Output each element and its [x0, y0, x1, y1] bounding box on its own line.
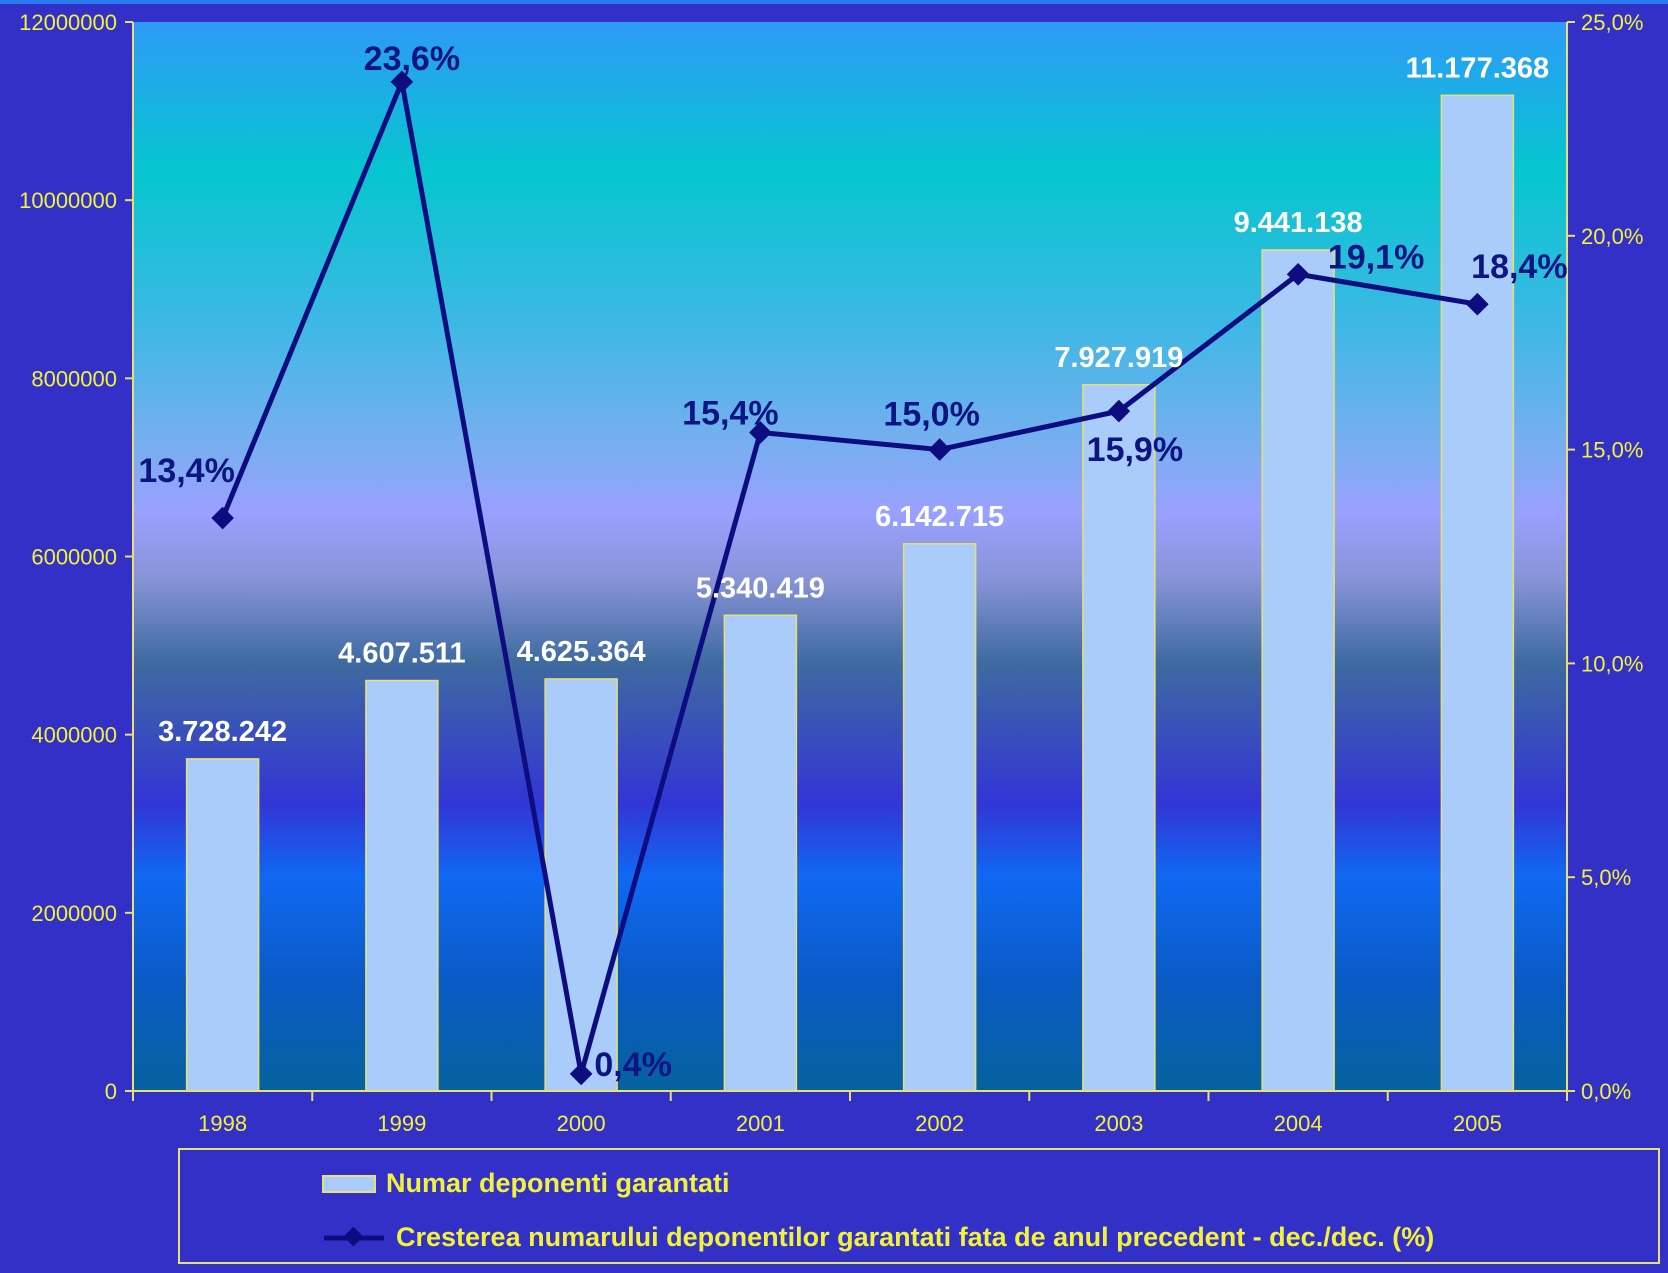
line-value-label-1999: 23,6%	[364, 40, 460, 78]
x-tick-label-2001: 2001	[736, 1111, 785, 1136]
bar-2002	[902, 543, 977, 1092]
bar-2004	[1261, 249, 1335, 1092]
bar-2003	[1082, 384, 1156, 1092]
line-point-2001	[749, 421, 772, 444]
bar-value-label-2001: 5.340.419	[696, 572, 825, 604]
line-value-label-2005: 18,4%	[1471, 248, 1567, 286]
legend-item-line: Cresterea numarului deponentilor garanta…	[322, 1222, 1434, 1253]
y-left-tick-label: 4000000	[31, 723, 117, 748]
bar-value-label-2004: 9.441.138	[1234, 207, 1363, 239]
bar-value-label-1999: 4.607.511	[338, 638, 465, 670]
y-right-tick-label: 0,0%	[1581, 1079, 1631, 1104]
legend-item-bars: Numar deponenti garantati	[322, 1168, 730, 1199]
x-tick-label-1998: 1998	[198, 1111, 247, 1136]
line-value-label-1998: 13,4%	[138, 452, 234, 490]
y-right-tick-label: 15,0%	[1581, 438, 1643, 463]
legend: Numar deponenti garantati Cresterea numa…	[178, 1148, 1660, 1264]
y-right-tick-label: 25,0%	[1581, 10, 1643, 35]
y-right-tick-label: 10,0%	[1581, 651, 1643, 676]
y-right-tick-label: 20,0%	[1581, 224, 1643, 249]
line-value-label-2004: 19,1%	[1328, 238, 1424, 276]
y-left-tick-label: 2000000	[31, 901, 117, 926]
line-value-label-2003: 15,9%	[1087, 431, 1183, 469]
x-tick-label-1999: 1999	[377, 1111, 426, 1136]
bar-value-label-2003: 7.927.919	[1054, 342, 1183, 374]
bar-value-label-2002: 6.142.715	[875, 501, 1004, 533]
y-left-tick-label: 10000000	[19, 188, 117, 213]
line-point-2005	[1466, 292, 1489, 316]
line-point-2003	[1107, 399, 1131, 423]
line-value-label-2000: 0,4%	[594, 1046, 672, 1084]
line-value-label-2001: 15,4%	[682, 394, 778, 432]
growth-line	[220, 73, 1478, 1075]
bar-1998	[185, 758, 260, 1092]
legend-swatch-bar	[322, 1174, 376, 1193]
bar-value-label-2000: 4.625.364	[517, 636, 646, 668]
line-point-1999	[390, 70, 414, 94]
bar-2000	[544, 678, 618, 1092]
line-point-2002	[928, 438, 951, 461]
legend-swatch-line	[324, 1226, 384, 1246]
x-tick-label-2003: 2003	[1094, 1111, 1143, 1136]
line-value-label-2002: 15,0%	[883, 396, 979, 434]
y-left-tick-label: 8000000	[31, 366, 117, 391]
bar-2005	[1440, 94, 1515, 1092]
y-left-tick-label: 12000000	[19, 10, 117, 35]
x-tick-label-2005: 2005	[1453, 1111, 1502, 1136]
x-tick-label-2000: 2000	[557, 1111, 606, 1136]
x-tick-label-2002: 2002	[915, 1111, 964, 1136]
y-left-tick-label: 0	[105, 1079, 117, 1104]
legend-label-line: Cresterea numarului deponentilor garanta…	[396, 1222, 1435, 1252]
x-tick-label-2004: 2004	[1274, 1111, 1323, 1136]
bar-value-label-1998: 3.728.242	[158, 716, 287, 748]
bar-value-label-2005: 11.177.368	[1406, 52, 1550, 84]
y-left-tick-label: 6000000	[31, 545, 117, 570]
y-right-tick-label: 5,0%	[1581, 865, 1631, 890]
bar-2001	[723, 614, 798, 1092]
plot-area	[133, 22, 1567, 1091]
legend-label-bars: Numar deponenti garantati	[386, 1168, 730, 1198]
line-point-2004	[1286, 262, 1310, 286]
bar-1999	[365, 679, 439, 1092]
line-point-2000	[569, 1062, 593, 1086]
